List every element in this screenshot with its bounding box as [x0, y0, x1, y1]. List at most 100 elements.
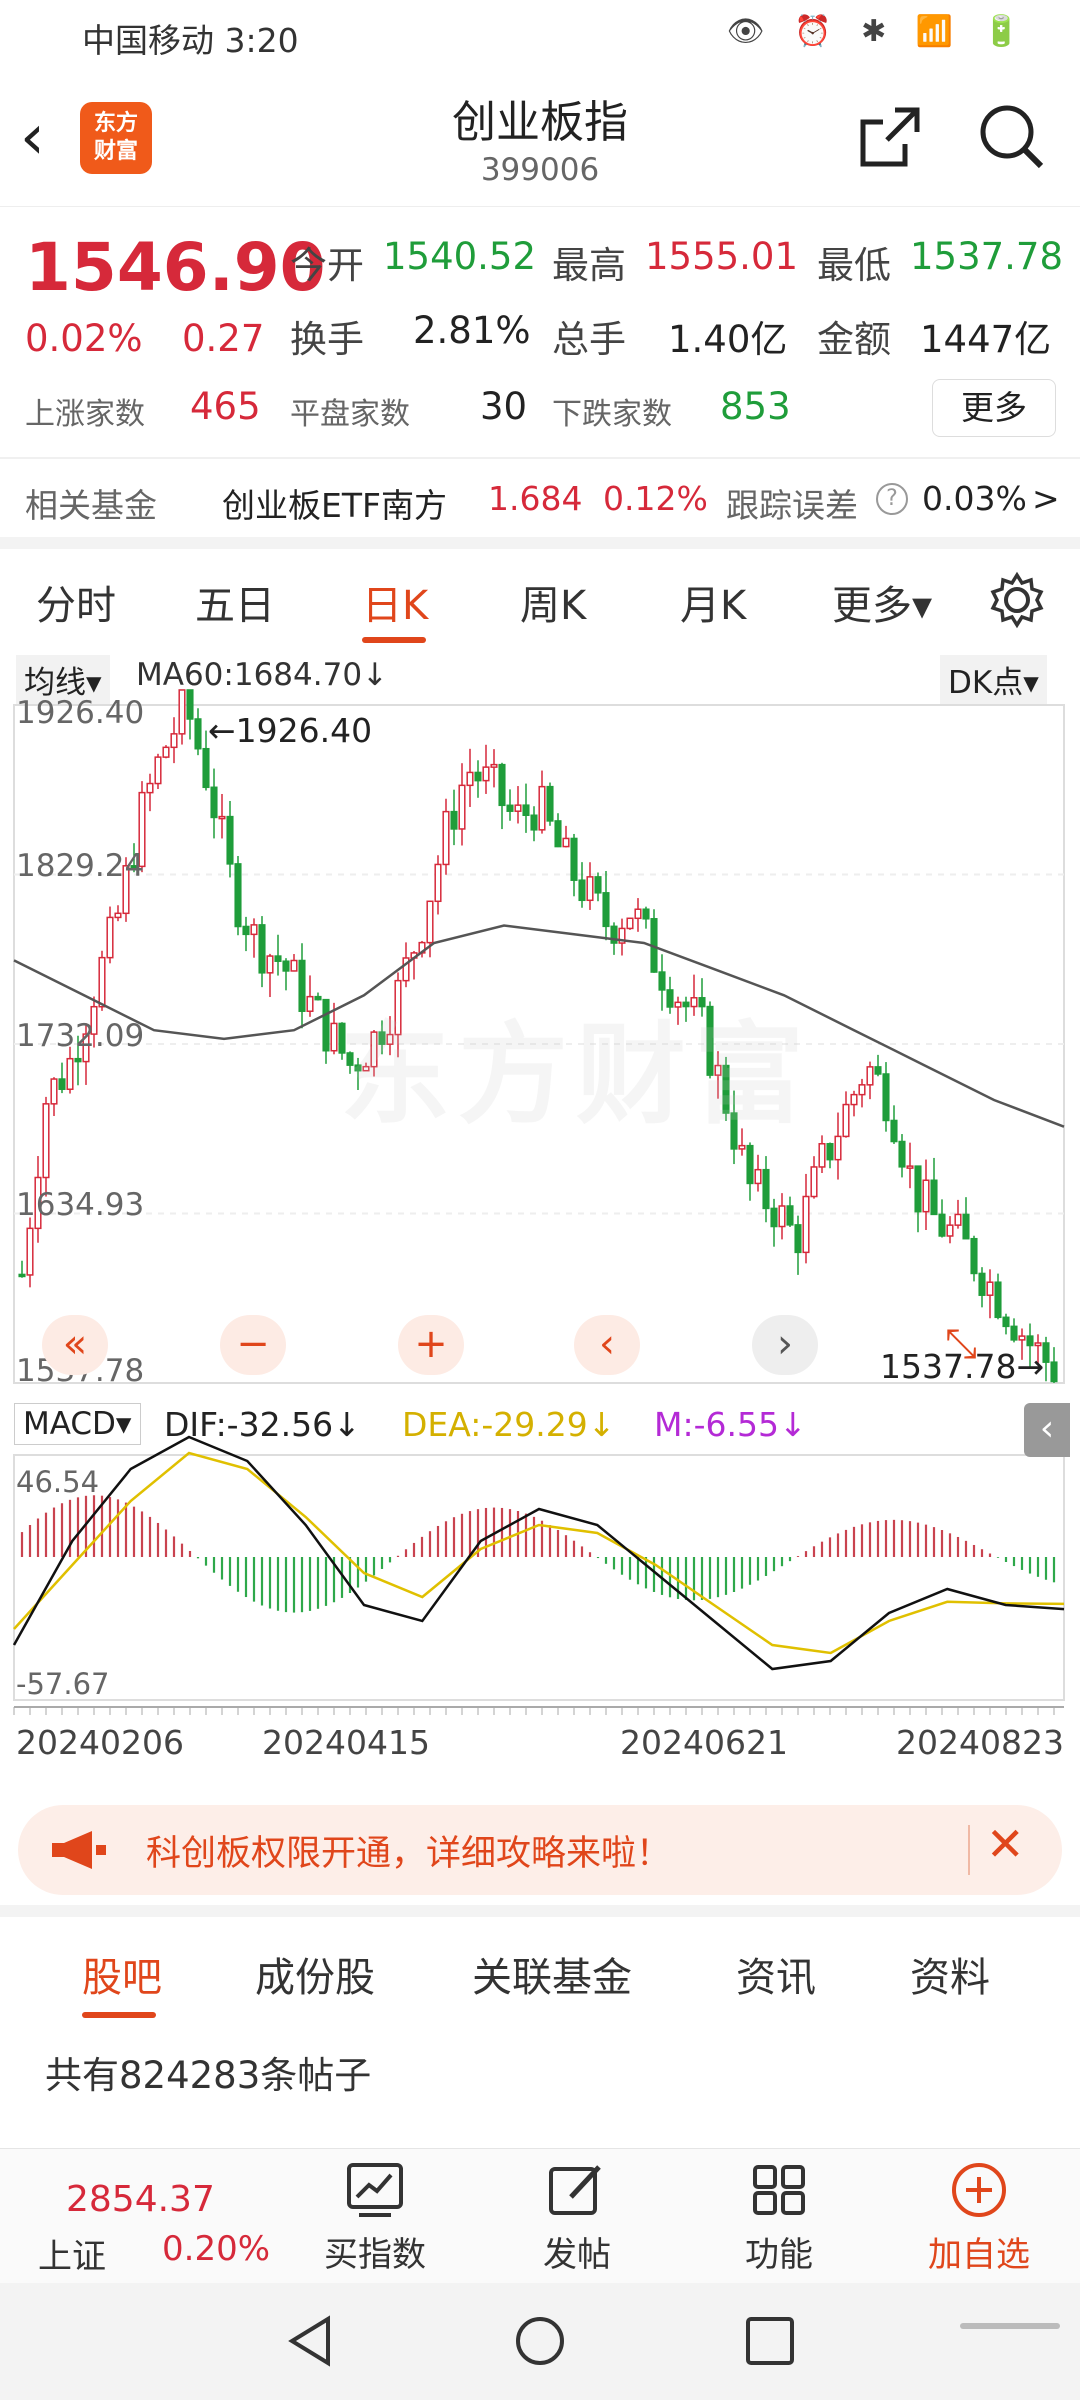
- candle-body-15: [138, 791, 146, 868]
- tab-related-funds[interactable]: 关联基金: [472, 1955, 632, 2001]
- macd-top-label: 46.54: [16, 1465, 100, 1499]
- candle-body-113: [922, 1179, 930, 1213]
- candle-body-103: [842, 1103, 850, 1138]
- candle-body-65: [538, 785, 546, 831]
- candle-body-74: [610, 925, 618, 944]
- back-icon[interactable]: ‹: [20, 100, 45, 173]
- candle-body-3: [42, 1103, 50, 1179]
- tab-intraday[interactable]: 分时: [36, 583, 116, 629]
- macd-selector[interactable]: MACD▾: [14, 1403, 141, 1445]
- scroll-start-button[interactable]: «: [42, 1315, 108, 1375]
- tab-news[interactable]: 资讯: [736, 1955, 816, 2001]
- max-price-label: ←1926.40: [208, 711, 373, 750]
- collapse-panel-icon[interactable]: ‹: [1024, 1403, 1070, 1457]
- index-value[interactable]: 2854.37: [66, 2179, 215, 2220]
- candle-body-40: [338, 1022, 346, 1054]
- candle-body-53: [442, 810, 450, 866]
- functions-button[interactable]: 功能: [704, 2161, 854, 2276]
- candle-body-11: [106, 916, 114, 959]
- candle-body-95: [778, 1205, 786, 1228]
- settings-gear-icon[interactable]: [988, 571, 1046, 629]
- candle-body-31: [266, 955, 274, 974]
- tab-five-day[interactable]: 五日: [195, 583, 275, 629]
- nav-recent-icon[interactable]: [742, 2313, 798, 2369]
- index-name[interactable]: 上证: [38, 2237, 106, 2277]
- divider: [0, 457, 1080, 459]
- dk-selector[interactable]: DK点▾: [940, 655, 1047, 704]
- nav-back-icon[interactable]: [282, 2313, 338, 2369]
- status-icons: 👁 ⏰ ✱ 📶 🔋: [726, 14, 1030, 49]
- chevron-right-icon[interactable]: >: [1032, 479, 1060, 518]
- tab-profile[interactable]: 资料: [910, 1955, 990, 2001]
- tracking-error: 0.03%: [922, 479, 1027, 518]
- candle-body-26: [226, 815, 234, 865]
- candle-body-89: [730, 1112, 738, 1150]
- candle-body-69: [570, 837, 578, 881]
- candle-body-111: [906, 1165, 914, 1169]
- kline-chart[interactable]: 均线▾ MA60:1684.70↓ DK点▾ 1926.40 1829.24 1…: [0, 645, 1080, 1795]
- candle-body-12: [114, 912, 122, 919]
- search-icon[interactable]: [975, 100, 1047, 172]
- candle-body-19: [170, 733, 178, 749]
- candle-body-90: [738, 1144, 746, 1150]
- high-value: 1555.01: [645, 235, 799, 278]
- ma-selector[interactable]: 均线▾: [16, 655, 110, 704]
- candle-body-126: [1026, 1335, 1034, 1347]
- banner-divider: [968, 1825, 970, 1875]
- tab-constituents[interactable]: 成份股: [255, 1955, 375, 2001]
- candle-body-35: [298, 959, 306, 1012]
- add-watchlist-button[interactable]: 加自选: [904, 2161, 1054, 2276]
- status-bar: 中国移动 3:20 👁 ⏰ ✱ 📶 🔋: [0, 0, 1080, 72]
- scroll-left-button[interactable]: ‹: [574, 1315, 640, 1375]
- candle-body-87: [714, 1064, 722, 1076]
- candle-body-77: [634, 908, 642, 920]
- candle-body-29: [250, 924, 258, 936]
- active-tab-indicator: [82, 2012, 156, 2018]
- index-pct[interactable]: 0.20%: [162, 2229, 271, 2269]
- candle-body-106: [866, 1066, 874, 1086]
- candle-body-61: [506, 804, 514, 812]
- candle-body-62: [514, 804, 522, 812]
- candle-body-80: [658, 971, 666, 991]
- y-label-2: 1829.24: [16, 848, 145, 884]
- scroll-right-button[interactable]: ›: [752, 1315, 818, 1375]
- promo-banner[interactable]: 科创板权限开通，详细攻略来啦！ ✕: [18, 1805, 1062, 1895]
- tracking-error-label: 跟踪误差: [726, 486, 858, 525]
- more-button[interactable]: 更多: [932, 379, 1056, 437]
- tab-daily-k[interactable]: 日K: [362, 583, 429, 629]
- tab-forum[interactable]: 股吧: [82, 1955, 162, 2001]
- chart-canvas: [12, 689, 1065, 1715]
- candle-body-24: [210, 786, 218, 819]
- candle-body-14: [130, 865, 138, 869]
- candle-body-48: [402, 957, 410, 982]
- tab-more[interactable]: 更多▾: [832, 583, 933, 629]
- candle-body-129: [1050, 1361, 1058, 1383]
- candle-body-38: [322, 998, 330, 1052]
- zoom-in-button[interactable]: +: [398, 1315, 464, 1375]
- candle-body-67: [554, 820, 562, 848]
- candle-body-85: [698, 997, 706, 1008]
- buy-index-button[interactable]: 买指数: [300, 2161, 450, 2276]
- candle-body-99: [810, 1166, 818, 1198]
- volume-label: 总手: [552, 318, 626, 361]
- candle-body-115: [938, 1213, 946, 1237]
- fullscreen-icon[interactable]: ⤡: [945, 1321, 977, 1367]
- candle-body-120: [978, 1272, 986, 1296]
- tab-weekly-k[interactable]: 周K: [520, 583, 587, 629]
- banner-text: 科创板权限开通，详细攻略来啦！: [146, 1834, 672, 1874]
- x-label-3: 20240621: [620, 1723, 788, 1762]
- share-icon[interactable]: [855, 102, 925, 172]
- zoom-out-button[interactable]: −: [220, 1315, 286, 1375]
- post-count: 共有824283条帖子: [45, 2054, 372, 2097]
- candle-body-71: [586, 876, 594, 902]
- nav-home-icon[interactable]: [512, 2313, 568, 2369]
- candle-body-122: [994, 1281, 1002, 1319]
- tab-monthly-k[interactable]: 月K: [680, 583, 747, 629]
- post-button[interactable]: 发帖: [502, 2161, 652, 2276]
- candle-body-33: [282, 960, 290, 972]
- help-icon[interactable]: ?: [876, 483, 908, 515]
- candle-body-86: [706, 1005, 714, 1076]
- candle-body-18: [162, 746, 170, 758]
- close-icon[interactable]: ✕: [986, 1817, 1025, 1871]
- fund-name[interactable]: 创业板ETF南方: [222, 486, 447, 525]
